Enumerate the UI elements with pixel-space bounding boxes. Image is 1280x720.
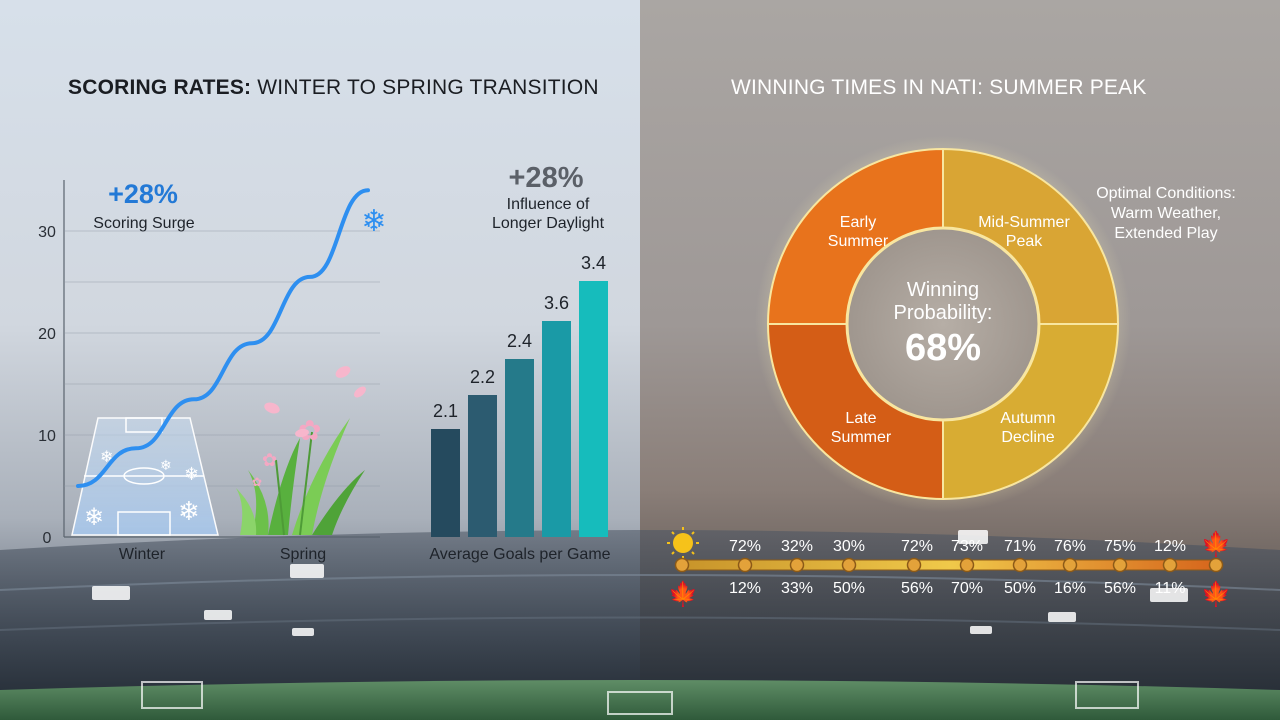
slice-label: Summer	[828, 233, 889, 250]
timeline-marker	[674, 557, 690, 573]
y-tick-label: 20	[38, 326, 56, 343]
timeline-top-value: 75%	[1104, 538, 1136, 555]
slice-label: Summer	[831, 429, 892, 446]
sun-icon	[667, 527, 699, 559]
svg-text:✿: ✿	[252, 475, 262, 489]
timeline-top-value: 72%	[901, 538, 933, 555]
timeline-marker	[1112, 557, 1128, 573]
goal-icon	[141, 681, 1139, 715]
center-label-line2: Probability:	[894, 302, 993, 324]
timeline-marker	[906, 557, 922, 573]
timeline-bottom-value: 50%	[833, 580, 865, 597]
bar-value-label: 2.1	[433, 401, 458, 421]
line-x-labels: Winter Spring	[119, 546, 326, 563]
timeline-top-value: 73%	[951, 538, 983, 555]
winter-pitch-icon: ❄ ❄ ❄ ❄ ❄	[71, 417, 219, 536]
donut-center	[845, 226, 1041, 422]
bar	[468, 395, 497, 537]
x-tick-label: Spring	[280, 546, 326, 563]
timeline-marker	[1208, 557, 1224, 573]
timeline-bottom-value: 16%	[1054, 580, 1086, 597]
timeline-bottom-value: 11%	[1155, 580, 1186, 597]
center-value: 68%	[905, 327, 981, 369]
line-series	[76, 188, 370, 488]
surge-value: +28%	[108, 179, 178, 209]
snowflake-icon: ❄	[361, 205, 386, 238]
autumn-leaf-left-icon: 🍁	[668, 580, 698, 608]
bar-value-label: 3.6	[544, 293, 569, 313]
influence-label-line1: Influence of	[507, 196, 590, 213]
note-line1: Optimal Conditions:	[1096, 185, 1236, 202]
slice-label: Early	[840, 214, 876, 231]
timeline-top-value: 71%	[1004, 538, 1036, 555]
bar	[505, 359, 534, 537]
svg-text:❄: ❄	[160, 457, 172, 473]
line-y-ticks: 0 10 20 30	[38, 224, 56, 547]
spring-flowers-icon: ✿ ✿ ✿	[236, 366, 366, 536]
slice-label: Decline	[1001, 429, 1054, 446]
y-tick-label: 30	[38, 224, 56, 241]
line-grid	[64, 230, 380, 487]
timeline-track	[681, 559, 1219, 571]
timeline-bottom-value: 56%	[1104, 580, 1136, 597]
timeline-bottom-value: 12%	[729, 580, 761, 597]
svg-text:❄: ❄	[178, 496, 200, 526]
slice-label: Late	[845, 410, 876, 427]
bar-x-label: Average Goals per Game	[429, 546, 610, 563]
timeline-bottom-value: 33%	[781, 580, 813, 597]
timeline-marker	[737, 557, 753, 573]
bar-value-label: 2.2	[470, 367, 495, 387]
stadium-backdrop	[0, 530, 1280, 720]
timeline-bottom-value: 56%	[901, 580, 933, 597]
svg-text:✿: ✿	[298, 415, 321, 446]
note-line2: Warm Weather,	[1111, 205, 1221, 222]
floodlights-icon	[92, 530, 1188, 636]
x-tick-label: Winter	[119, 546, 166, 563]
slice-label: Peak	[1006, 233, 1043, 250]
autumn-leaf-icon: 🍁	[1201, 530, 1231, 558]
y-tick-label: 0	[43, 530, 52, 547]
svg-text:✿: ✿	[262, 450, 277, 470]
timeline-marker	[1162, 557, 1178, 573]
timeline-marker	[789, 557, 805, 573]
timeline-bottom-value: 70%	[951, 580, 983, 597]
left-chart-title: SCORING RATES: WINTER TO SPRING TRANSITI…	[68, 76, 599, 99]
bar	[431, 429, 460, 537]
svg-text:❄: ❄	[84, 504, 104, 531]
timeline-top-value: 32%	[781, 538, 813, 555]
timeline-top-value: 12%	[1154, 538, 1186, 555]
y-tick-label: 10	[38, 428, 56, 445]
bar-value-label: 3.4	[581, 253, 606, 273]
surge-label: Scoring Surge	[93, 215, 194, 232]
timeline-marker	[841, 557, 857, 573]
bar	[542, 321, 571, 537]
right-chart-title: WINNING TIMES IN NATI: SUMMER PEAK	[731, 76, 1147, 99]
timeline-marker	[959, 557, 975, 573]
bar-value-label: 2.4	[507, 331, 532, 351]
timeline-bottom-value: 50%	[1004, 580, 1036, 597]
timeline-top-value: 30%	[833, 538, 865, 555]
timeline-marker	[1062, 557, 1078, 573]
autumn-leaf-right-icon: 🍁	[1201, 580, 1231, 608]
donut-chart: Early Summer Mid-Summer Peak Autumn Decline La…	[766, 147, 1120, 501]
bar-series: 2.1 2.2 2.4 3.6 3.4	[431, 253, 608, 537]
timeline-top-value: 76%	[1054, 538, 1086, 555]
slice-label: Mid-Summer	[978, 214, 1070, 231]
timeline-markers: 72% 32% 30% 72% 73% 71% 76% 75% 12% 12% 33% 50% 56% 7…	[674, 538, 1224, 597]
timeline-top-value: 72%	[729, 538, 761, 555]
slice-label: Autumn	[1000, 410, 1055, 427]
influence-label-line2: Longer Daylight	[492, 215, 605, 232]
center-label-line1: Winning	[907, 279, 979, 301]
svg-text:❄: ❄	[184, 464, 199, 484]
timeline-marker	[1012, 557, 1028, 573]
bar	[579, 281, 608, 537]
influence-value: +28%	[509, 162, 584, 194]
note-line3: Extended Play	[1114, 225, 1217, 242]
